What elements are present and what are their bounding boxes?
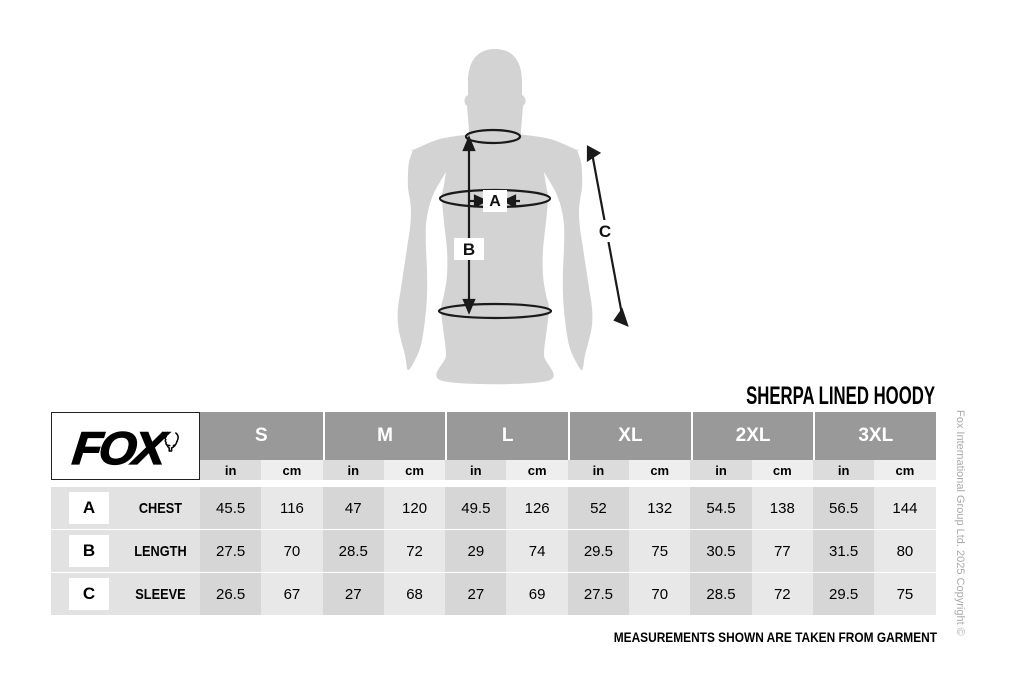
svg-text:A: A xyxy=(489,193,501,210)
svg-text:C: C xyxy=(599,222,611,241)
svg-text:B: B xyxy=(463,240,475,259)
